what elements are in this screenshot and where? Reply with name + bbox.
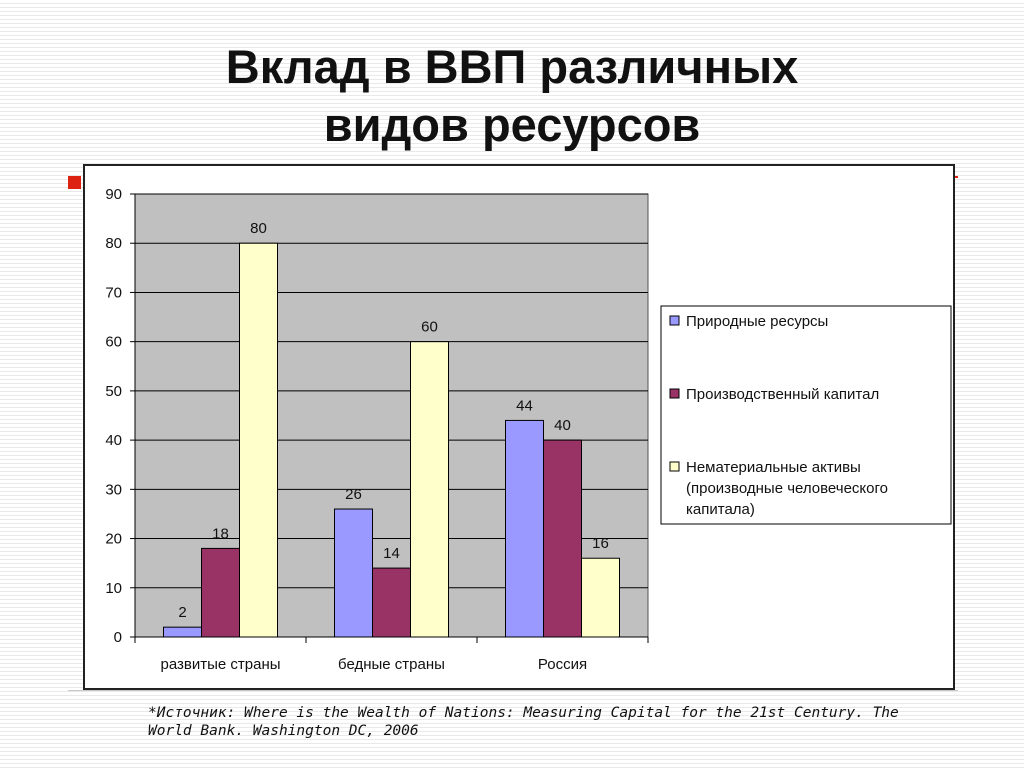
data-label: 60: [421, 319, 438, 336]
data-label: 2: [178, 604, 186, 621]
data-label: 26: [345, 486, 362, 503]
bar: [581, 557, 620, 638]
data-label: 18: [212, 525, 229, 542]
data-label: 80: [250, 220, 267, 237]
y-tick-label: 90: [105, 186, 122, 203]
slide-title: Вклад в ВВП различных видов ресурсов: [0, 38, 1024, 154]
x-tick-label: бедные страны: [338, 656, 445, 673]
data-label: 44: [516, 397, 533, 414]
title-line-1: Вклад в ВВП различных: [225, 40, 799, 93]
y-tick-label: 70: [105, 284, 122, 301]
y-tick-label: 30: [105, 481, 122, 498]
bar: [372, 567, 411, 638]
bullet-marker: [68, 176, 81, 189]
y-tick-label: 0: [114, 629, 122, 646]
bottom-rule: [68, 690, 958, 691]
data-label: 40: [554, 417, 571, 434]
y-tick-label: 80: [105, 235, 122, 252]
bar: [334, 508, 373, 638]
y-tick-label: 50: [105, 383, 122, 400]
y-tick-label: 20: [105, 531, 122, 548]
y-tick-label: 40: [105, 432, 122, 449]
x-tick-label: развитые страны: [160, 656, 280, 673]
legend-label: Нематериальные активы (производные челове…: [686, 459, 888, 518]
source-note: *Источник: Where is the Wealth of Nation…: [148, 705, 899, 739]
bar: [543, 439, 582, 638]
legend-label: Природные ресурсы: [686, 313, 828, 330]
bar: [410, 341, 449, 638]
data-label: 14: [383, 545, 400, 562]
x-tick-label: Россия: [538, 656, 587, 673]
bar: [505, 419, 544, 638]
y-tick-label: 60: [105, 334, 122, 351]
legend-box: [660, 305, 952, 525]
bar: [239, 242, 278, 638]
bar: [201, 547, 240, 638]
y-tick-label: 10: [105, 580, 122, 597]
title-line-2: видов ресурсов: [323, 98, 701, 151]
bar: [163, 626, 202, 638]
legend-swatch: [669, 388, 680, 399]
data-label: 16: [592, 535, 609, 552]
legend-swatch: [669, 315, 680, 326]
legend-swatch: [669, 461, 680, 472]
legend-label: Производственный капитал: [686, 386, 879, 403]
